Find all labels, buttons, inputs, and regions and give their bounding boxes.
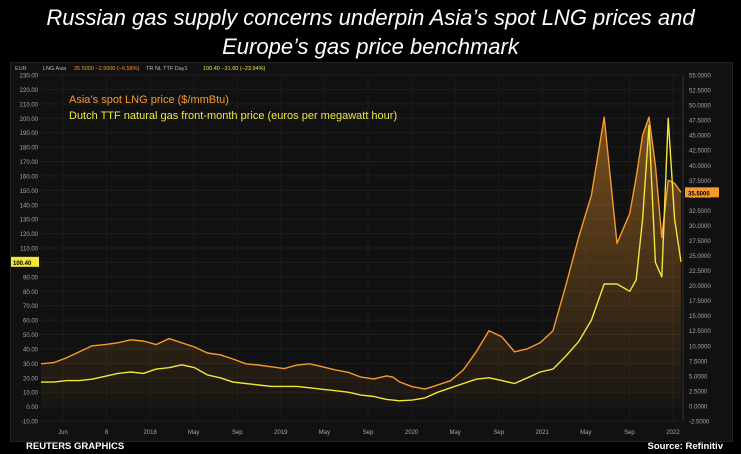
x-axis-tick-label: 2020: [405, 430, 419, 436]
right-axis-tick-label: 50.0000: [689, 104, 711, 110]
series-line-ttf: [41, 117, 682, 402]
left-axis-tick-label: 60.00: [23, 319, 39, 325]
left-last-value-label: 100.40: [13, 261, 32, 267]
x-axis-tick-label: May: [449, 430, 460, 436]
left-axis-tick-label: 120.00: [20, 232, 39, 238]
left-axis-tick-label: 80.00: [23, 290, 39, 296]
x-axis-tick-label: Sep: [493, 430, 504, 436]
price-chart: 230.00 220.00 210.00 200.00 190.00 180.00 170.…: [11, 66, 719, 436]
left-axis-tick-label: 110.00: [20, 247, 39, 253]
left-axis-tick-label: 200.00: [20, 117, 39, 123]
x-axis-tick-label: Jun: [58, 430, 68, 436]
right-axis-tick-label: 30.0000: [689, 224, 711, 230]
footer-credit: REUTERS GRAPHICS: [26, 441, 125, 452]
left-axis-tick-label: 210.00: [20, 102, 39, 108]
x-axis-tick-label: Sep: [363, 430, 374, 436]
left-axis-tick-label: 220.00: [20, 88, 39, 94]
left-axis-tick-label: 30.00: [23, 362, 39, 368]
right-axis-tick-label: 32.5000: [689, 209, 711, 215]
right-axis-tick-label: 45.0000: [689, 134, 711, 140]
legend-entry-lng: Asia’s spot LNG price ($/mmBtu): [69, 94, 229, 106]
left-axis-tick-label: 150.00: [20, 189, 39, 195]
left-axis-tick-label: 40.00: [23, 347, 39, 353]
left-axis-tick-label: 190.00: [20, 131, 39, 137]
right-axis-tick-label: 7.5000: [689, 359, 708, 365]
right-axis-tick-label: -2.5000: [689, 420, 710, 426]
header-ttf-label: TR NL TTF Day1: [146, 66, 188, 72]
right-axis-tick-label: 17.5000: [689, 299, 711, 305]
right-axis-tick-label: 55.0000: [689, 74, 711, 80]
x-axis-tick-label: 2019: [274, 430, 288, 436]
x-axis-tick-label: 2018: [143, 430, 157, 436]
left-axis-tick-label: 140.00: [20, 203, 39, 209]
left-axis-tick-label: -10.00: [21, 420, 39, 426]
header-ttf-value: 100.40 −31.60 (−23.94%): [203, 66, 266, 72]
header-lng-label: LNG Asia: [43, 66, 67, 72]
footer-source: Source: Refinitiv: [647, 441, 724, 452]
right-axis-tick-label: 20.0000: [689, 284, 711, 290]
chart-title: Russian gas supply concerns underpin Asi…: [0, 3, 741, 61]
x-axis-tick-label: May: [580, 430, 591, 436]
right-axis-tick-label: 40.0000: [689, 164, 711, 170]
x-axis-tick-label: Sep: [232, 430, 243, 436]
x-axis-tick-label: May: [188, 430, 199, 436]
series-line-lng: [40, 116, 682, 390]
right-axis-tick-label: 52.5000: [689, 89, 711, 95]
right-axis-tick-label: 27.5000: [689, 239, 711, 245]
lng-area-fill: [41, 117, 681, 406]
right-axis-tick-label: 15.0000: [689, 314, 711, 320]
right-axis-tick-label: 22.5000: [689, 269, 711, 275]
left-axis-tick-label: 170.00: [20, 160, 39, 166]
legend-entry-ttf: Dutch TTF natural gas front-month price …: [69, 110, 397, 122]
chart-panel: 230.00 220.00 210.00 200.00 190.00 180.00 170.…: [10, 62, 733, 442]
header-unit: EUR: [15, 66, 27, 72]
x-axis-tick-label: 8: [105, 430, 109, 436]
right-axis-tick-label: 5.0000: [689, 374, 708, 380]
right-axis-tick-label: 0.0000: [689, 404, 708, 410]
left-axis-tick-label: 230.00: [20, 74, 39, 80]
left-axis-tick-label: 160.00: [20, 174, 39, 180]
left-axis-tick-label: 50.00: [23, 333, 39, 339]
right-axis-tick-label: 10.0000: [689, 344, 711, 350]
right-last-value-label: 35.5000: [688, 191, 710, 197]
title-line-1: Russian gas supply concerns underpin Asi…: [46, 5, 695, 30]
right-axis-tick-label: 25.0000: [689, 254, 711, 260]
right-axis-tick-label: 42.5000: [689, 149, 711, 155]
right-axis-tick-label: 47.5000: [689, 119, 711, 125]
left-axis-tick-label: 180.00: [20, 146, 39, 152]
right-last-value-tag: [685, 187, 719, 198]
x-axis-tick-label: Sep: [624, 430, 635, 436]
right-axis-tick-label: 2.5000: [689, 389, 708, 395]
left-axis-tick-label: 90.00: [23, 275, 39, 281]
header-lng-value: 35.5000 −2.5000 (−6.58%): [74, 66, 140, 72]
left-axis-tick-label: 0.00: [26, 405, 38, 411]
title-line-2: Europe’s gas price benchmark: [222, 34, 519, 59]
right-axis-tick-label: 12.5000: [689, 329, 711, 335]
x-axis-tick-label: 2021: [536, 430, 550, 436]
left-axis-tick-label: 20.00: [23, 376, 39, 382]
left-axis-tick-label: 130.00: [20, 218, 39, 224]
left-axis-tick-label: 10.00: [23, 391, 39, 397]
left-last-value-tag: [11, 256, 39, 267]
x-axis-tick-label: 2022: [666, 430, 680, 436]
x-axis-tick-label: May: [319, 430, 330, 436]
left-axis-tick-label: 70.00: [23, 304, 39, 310]
right-axis-tick-label: 37.5000: [689, 179, 711, 185]
